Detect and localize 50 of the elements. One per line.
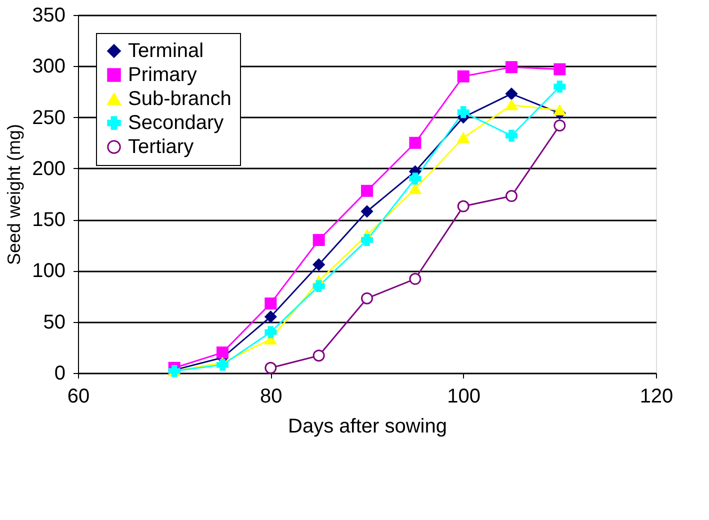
point — [312, 234, 325, 246]
y-tick-label: 250 — [32, 106, 66, 129]
point — [506, 88, 518, 100]
point — [264, 310, 277, 323]
point — [554, 63, 566, 76]
y-tick-label: 100 — [32, 260, 66, 282]
point — [216, 346, 228, 359]
point — [361, 205, 373, 218]
point — [554, 80, 566, 93]
x-tick-label: 80 — [260, 386, 282, 408]
point — [409, 184, 422, 194]
y-tick-label: 150 — [32, 209, 66, 232]
x-tick-label: 100 — [447, 386, 481, 408]
point — [264, 326, 277, 338]
legend-label: Terminal — [128, 40, 204, 62]
point — [409, 136, 422, 149]
legend-label: Secondary — [128, 112, 224, 134]
point — [312, 258, 325, 271]
x-tick-label: 120 — [640, 386, 674, 408]
x-tick-label: 60 — [67, 386, 90, 408]
legend-label: Primary — [128, 64, 197, 86]
legend-label: Sub-branch — [128, 88, 232, 110]
point — [409, 272, 422, 285]
point — [361, 292, 373, 304]
point — [457, 70, 470, 82]
point — [457, 106, 470, 118]
point — [506, 190, 518, 202]
point — [554, 119, 566, 132]
y-tick-label: 200 — [32, 158, 66, 180]
y-tick-label: 0 — [54, 362, 66, 384]
point — [264, 297, 277, 310]
legend-label: Tertiary — [128, 136, 194, 158]
point — [361, 234, 373, 246]
point — [506, 130, 518, 142]
point — [506, 61, 518, 74]
y-tick-label: 350 — [32, 4, 66, 26]
point — [409, 172, 422, 185]
x-axis-title: Days after sowing — [288, 416, 447, 438]
point — [264, 362, 277, 374]
point — [216, 358, 228, 371]
y-tick-label: 50 — [43, 311, 66, 334]
point — [554, 104, 566, 116]
point — [312, 280, 325, 292]
point — [361, 184, 373, 197]
point — [312, 350, 325, 362]
point — [457, 200, 470, 212]
y-axis-title: Seed weight (mg) — [4, 124, 24, 266]
point — [506, 100, 518, 110]
y-tick-label: 300 — [32, 56, 66, 78]
point — [457, 132, 470, 144]
